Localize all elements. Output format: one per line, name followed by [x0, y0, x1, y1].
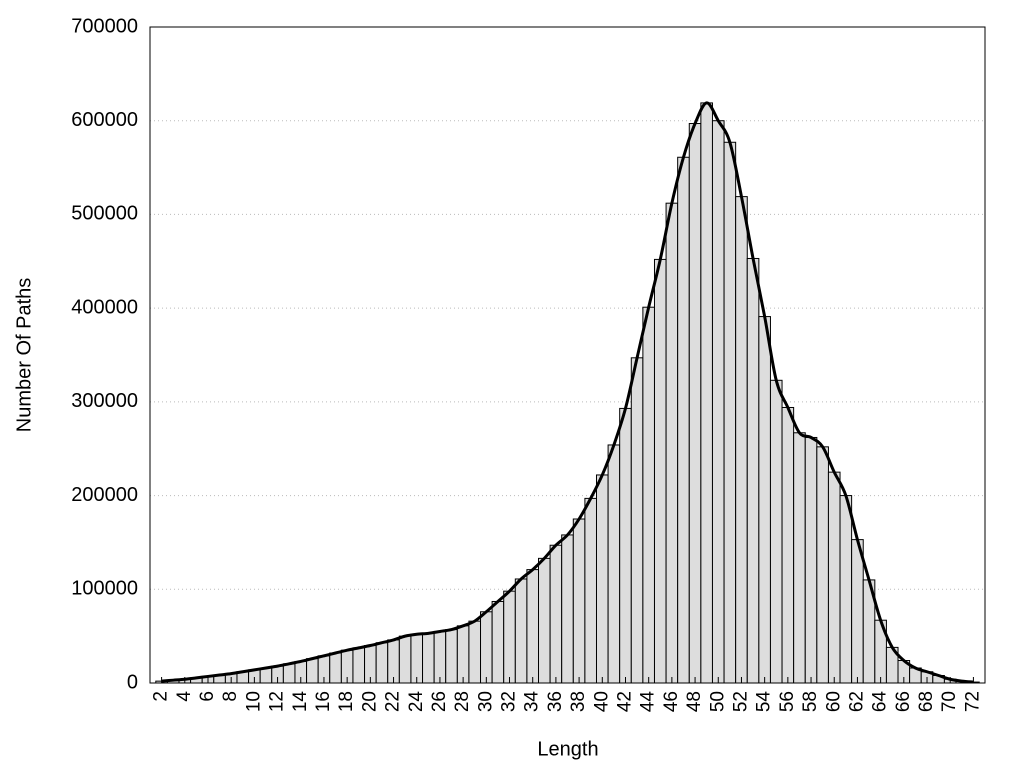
x-tick-label: 24 [406, 691, 427, 713]
bar [503, 590, 516, 684]
x-tick-label: 2 [151, 691, 172, 702]
y-axis-label: Number Of Paths [13, 278, 35, 433]
bar [387, 639, 400, 684]
x-tick-label: 46 [661, 691, 682, 712]
x-tick-label: 60 [823, 691, 844, 712]
bar [410, 633, 424, 684]
y-tick-label: 300000 [71, 390, 138, 412]
x-tick-label: 64 [870, 691, 891, 713]
bar [735, 196, 748, 684]
x-tick-label: 30 [475, 691, 496, 712]
bar [572, 518, 586, 684]
y-tick-label: 0 [127, 671, 138, 693]
bar [688, 123, 702, 684]
y-tick-label: 600000 [71, 109, 138, 131]
x-tick-label: 36 [545, 691, 566, 712]
x-tick-label: 52 [730, 691, 751, 712]
bar [352, 647, 366, 684]
x-tick-label: 44 [638, 691, 659, 713]
x-tick-label: 14 [290, 691, 311, 713]
x-tick-label: 66 [893, 691, 914, 712]
bar [456, 625, 470, 684]
x-tick-label: 62 [846, 691, 867, 712]
bar [642, 306, 655, 684]
bar [282, 663, 296, 684]
x-tick-label: 58 [800, 691, 821, 712]
bar [781, 406, 795, 684]
x-tick-label: 10 [243, 691, 264, 712]
bar [422, 632, 435, 684]
x-axis-label: Length [537, 738, 598, 760]
bar [804, 436, 818, 684]
x-tick-label: 38 [568, 691, 589, 712]
bar [329, 652, 342, 684]
bar [526, 569, 540, 684]
plot-frame [149, 26, 986, 684]
x-tick-label: 22 [383, 691, 404, 712]
bar [630, 357, 644, 684]
bar [433, 630, 447, 684]
y-tick-label: 400000 [71, 296, 138, 318]
x-tick-label: 20 [359, 691, 380, 712]
x-tick-label: 42 [615, 691, 636, 712]
x-tick-label: 6 [197, 691, 218, 702]
bar [491, 600, 505, 684]
bar [398, 635, 412, 684]
y-tick-label: 100000 [71, 578, 138, 600]
bar [480, 611, 493, 684]
bar [561, 534, 574, 684]
x-tick-label: 68 [916, 691, 937, 712]
bar [758, 316, 771, 684]
bar [723, 141, 737, 684]
bar [445, 629, 458, 684]
y-tick-label: 200000 [71, 484, 138, 506]
bar [665, 202, 679, 684]
bar [259, 667, 273, 684]
bar [468, 620, 482, 684]
x-tick-label: 8 [220, 691, 241, 702]
y-tick-label: 700000 [71, 15, 138, 37]
bar [827, 471, 841, 684]
x-tick-label: 26 [429, 691, 450, 712]
bar [816, 446, 829, 684]
bar [306, 658, 319, 684]
x-tick-label: 50 [707, 691, 728, 712]
bar [839, 495, 853, 684]
x-tick-label: 56 [777, 691, 798, 712]
bar [538, 557, 551, 684]
x-tick-label: 72 [962, 691, 983, 712]
x-tick-label: 16 [313, 691, 334, 712]
bar [769, 379, 783, 684]
bar [595, 474, 609, 684]
bar [619, 407, 632, 684]
trend-line [161, 101, 974, 684]
bar [653, 258, 667, 684]
bar [851, 539, 864, 684]
bar [375, 642, 389, 684]
bar [584, 497, 597, 684]
bar [677, 156, 690, 684]
x-tick-label: 34 [522, 691, 543, 713]
bar [746, 257, 760, 684]
bar [793, 432, 806, 684]
bar [607, 444, 621, 684]
x-tick-label: 12 [267, 691, 288, 712]
bar [549, 544, 563, 684]
bar [700, 102, 713, 684]
x-tick-label: 40 [591, 691, 612, 712]
bar [711, 120, 725, 684]
x-tick-label: 54 [754, 691, 775, 713]
x-tick-label: 48 [684, 691, 705, 712]
x-tick-label: 70 [939, 691, 960, 712]
y-tick-label: 500000 [71, 203, 138, 225]
x-tick-label: 18 [336, 691, 357, 712]
x-tick-label: 32 [499, 691, 520, 712]
x-tick-label: 4 [174, 691, 195, 702]
x-tick-label: 28 [452, 691, 473, 712]
bar [514, 578, 528, 684]
